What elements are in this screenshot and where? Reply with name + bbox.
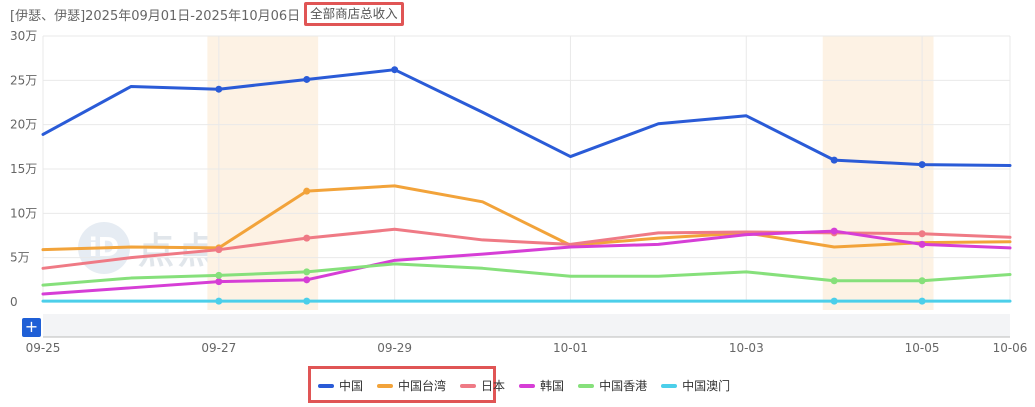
legend-label: 中国香港 — [599, 379, 648, 393]
x-tick-label: 09-27 — [201, 341, 236, 355]
y-tick-label: 0 — [10, 295, 18, 309]
series-point-4 — [303, 268, 311, 276]
legend-item-3[interactable]: 韩国 — [519, 377, 564, 394]
legend-item-1[interactable]: 中国台湾 — [377, 377, 446, 394]
y-tick-label: 30万 — [10, 29, 37, 43]
series-point-4 — [215, 271, 223, 279]
series-point-2 — [215, 246, 223, 254]
date-range-label: [伊瑟、伊瑟]2025年09月01日-2025年10月06日 — [10, 8, 301, 24]
legend-label: 中国台湾 — [398, 379, 447, 393]
legend-item-2[interactable]: 日本 — [460, 377, 505, 394]
x-tick-label: 10-01 — [553, 341, 588, 355]
range-navigator-track — [43, 314, 1010, 337]
series-point-3 — [918, 240, 926, 248]
legend-swatch — [661, 383, 678, 388]
x-tick-label: 10-03 — [729, 341, 764, 355]
legend-label: 韩国 — [540, 379, 565, 393]
legend-item-4[interactable]: 中国香港 — [578, 377, 647, 394]
series-point-5 — [830, 297, 838, 305]
add-series-button[interactable]: + — [22, 318, 41, 337]
legend-swatch — [377, 383, 394, 388]
series-point-1 — [303, 187, 311, 195]
legend-label: 日本 — [481, 379, 506, 393]
series-point-0 — [303, 75, 311, 83]
series-line-0 — [41, 68, 1012, 167]
legend-swatch — [318, 383, 334, 388]
series-point-0 — [215, 85, 223, 93]
series-point-5 — [215, 297, 223, 305]
legend-swatch — [578, 383, 595, 388]
series-point-3 — [830, 227, 838, 235]
series-point-0 — [918, 161, 926, 169]
series-point-3 — [215, 278, 223, 286]
series-point-4 — [830, 277, 838, 285]
series-point-4 — [918, 277, 926, 285]
x-tick-label: 10-06 — [993, 341, 1028, 355]
series-point-0 — [391, 66, 399, 74]
series-point-3 — [303, 276, 311, 284]
legend-label: 中国 — [339, 379, 364, 393]
legend-highlight-box — [308, 366, 496, 403]
highlight-band-0 — [207, 36, 319, 310]
series-line-1 — [41, 184, 1012, 252]
legend-item-5[interactable]: 中国澳门 — [661, 377, 730, 394]
store-filter-selector[interactable]: 全部商店总收入 — [304, 2, 404, 26]
series-point-5 — [303, 297, 311, 305]
x-tick-label: 09-29 — [377, 341, 412, 355]
y-tick-label: 10万 — [10, 206, 37, 220]
series-point-2 — [918, 230, 926, 238]
legend-label: 中国澳门 — [682, 379, 731, 393]
y-tick-label: 25万 — [10, 73, 37, 87]
legend-swatch — [460, 383, 477, 388]
series-line-4 — [41, 262, 1012, 287]
x-tick-label: 09-25 — [26, 341, 61, 355]
legend-item-0[interactable]: 中国 — [318, 377, 363, 394]
series-line-3 — [41, 229, 1012, 296]
highlight-band-1 — [822, 36, 934, 310]
chart-legend: 中国 中国台湾 日本 韩国 中国香港 中国澳门 — [318, 377, 744, 394]
y-tick-label: 5万 — [10, 251, 30, 265]
legend-swatch — [519, 383, 536, 388]
y-tick-label: 20万 — [10, 118, 37, 132]
x-tick-label: 10-05 — [905, 341, 940, 355]
series-point-0 — [830, 156, 838, 164]
y-tick-label: 15万 — [10, 162, 37, 176]
chart-header: [伊瑟、伊瑟]2025年09月01日-2025年10月06日 全部商店总收入 — [10, 2, 404, 26]
series-point-5 — [918, 297, 926, 305]
series-point-2 — [303, 234, 311, 242]
